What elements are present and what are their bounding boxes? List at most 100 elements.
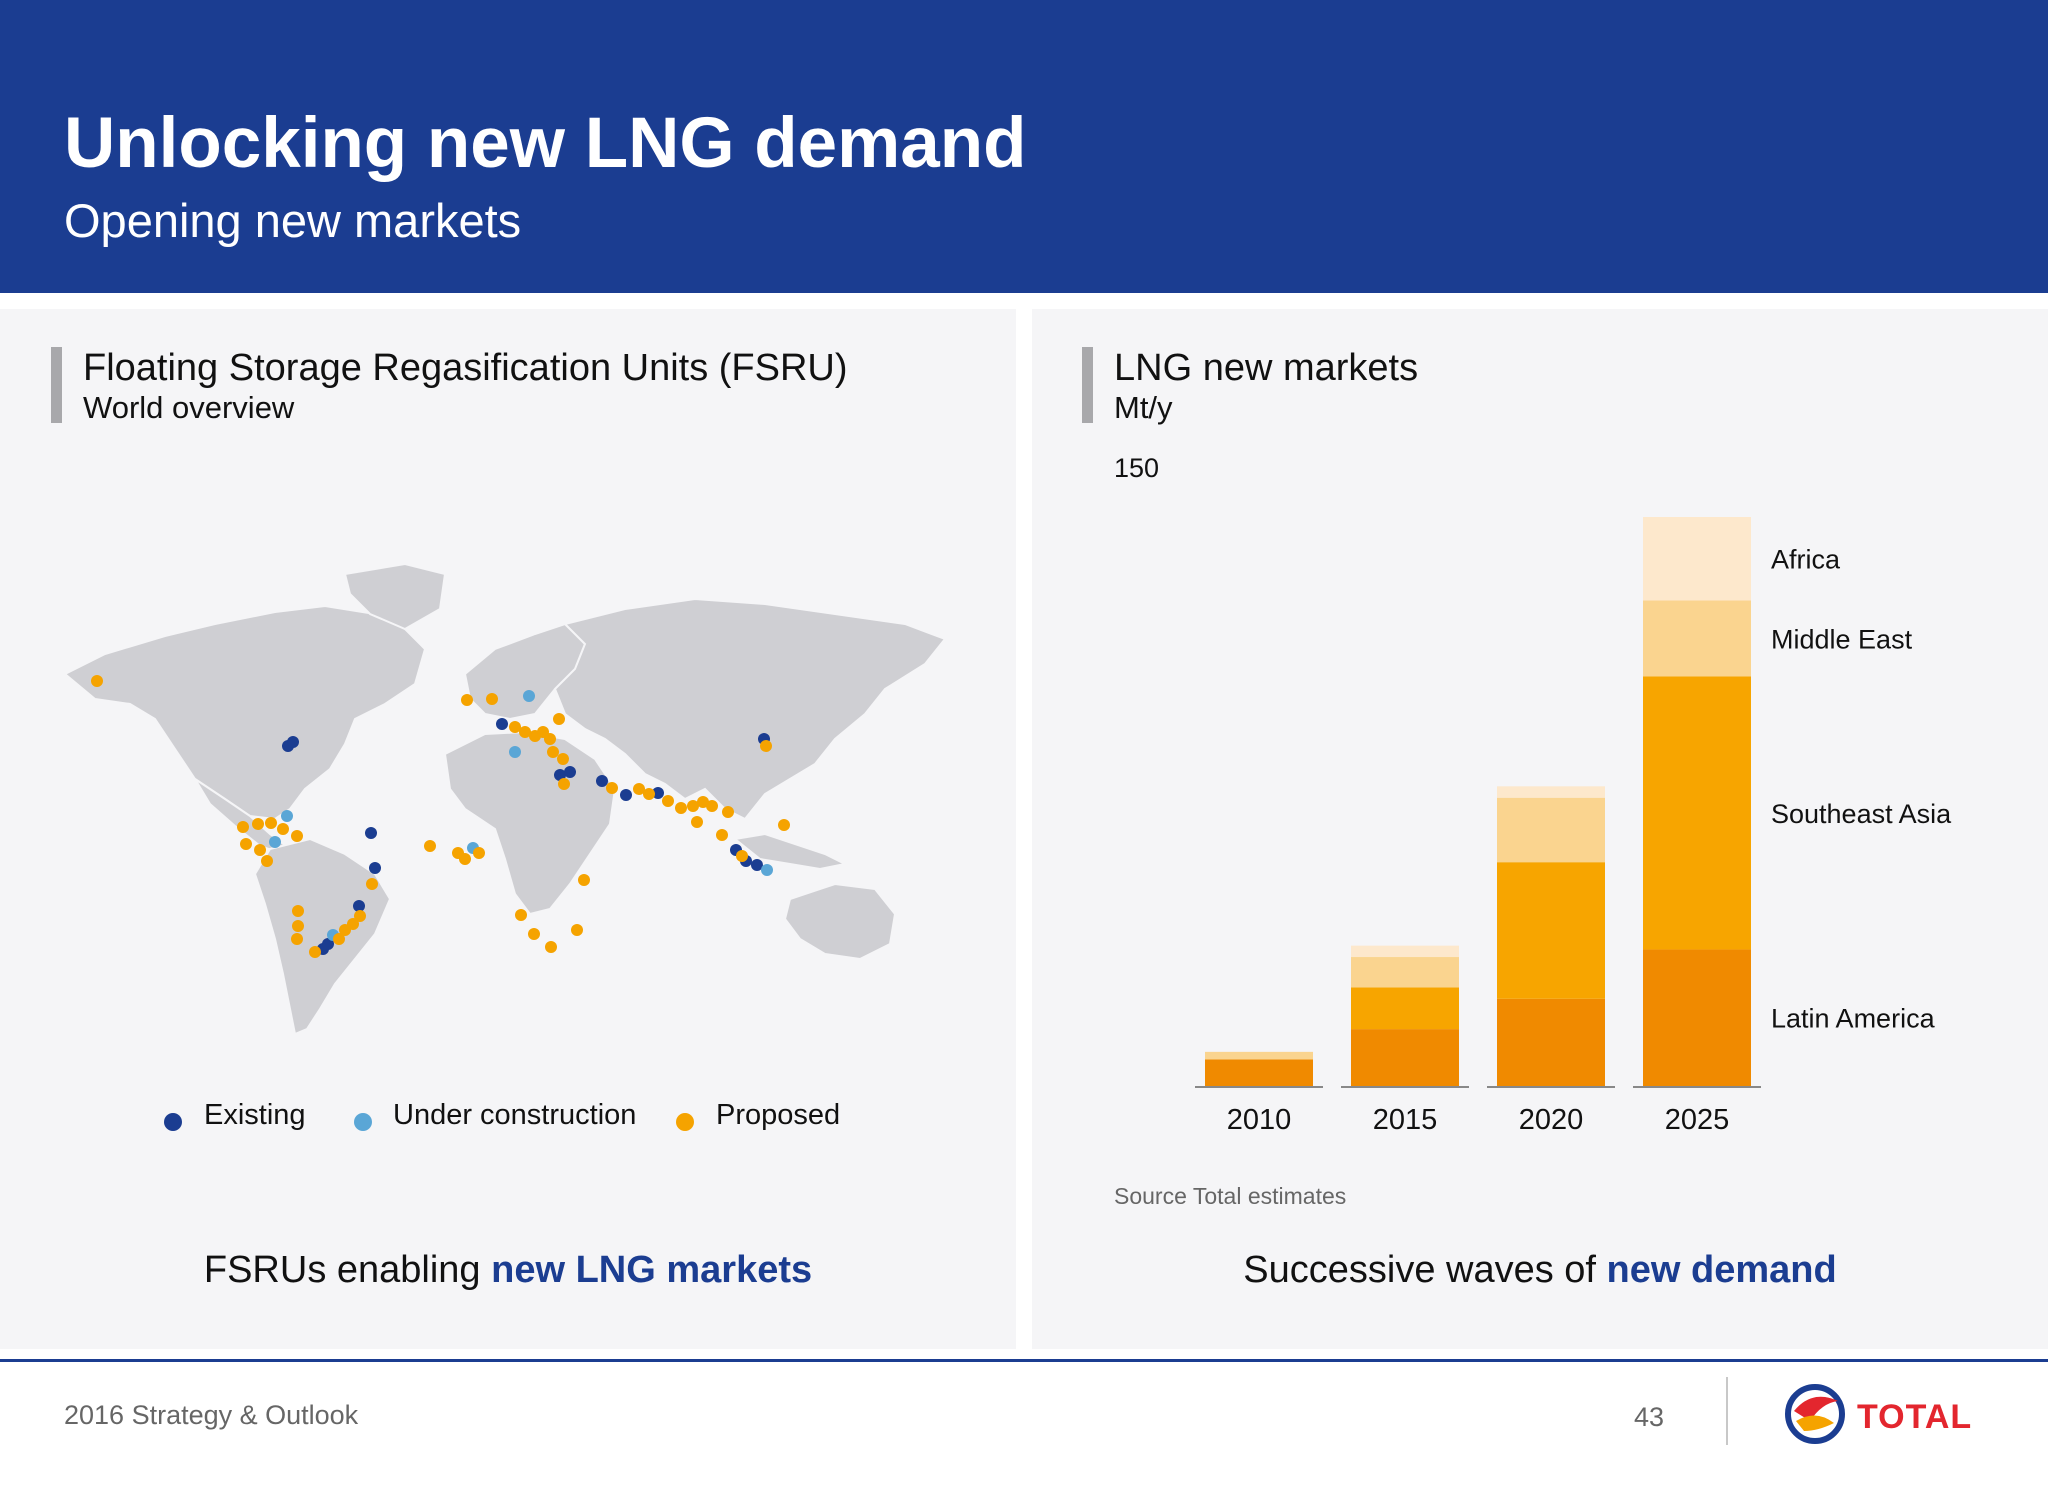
marker-proposed <box>722 806 734 818</box>
marker-existing <box>564 766 576 778</box>
marker-under-construction <box>281 810 293 822</box>
map-asia <box>553 597 947 821</box>
series-label-middle-east: Middle East <box>1771 624 1913 654</box>
marker-proposed <box>544 733 556 745</box>
marker-proposed <box>697 796 709 808</box>
bar-segment-africa-2015 <box>1351 945 1459 958</box>
marker-proposed <box>687 800 699 812</box>
marker-existing <box>365 827 377 839</box>
marker-proposed <box>675 802 687 814</box>
marker-proposed <box>473 847 485 859</box>
marker-proposed <box>291 933 303 945</box>
marker-existing <box>554 769 566 781</box>
x-tick-label: 2025 <box>1665 1104 1730 1136</box>
marker-existing <box>322 938 334 950</box>
marker-proposed <box>528 928 540 940</box>
bar-segment-latin-america-2025 <box>1643 949 1751 1086</box>
map-greenland <box>343 562 447 631</box>
legend-existing-dot <box>164 1113 182 1131</box>
marker-proposed <box>547 746 559 758</box>
fsru-panel-title: Floating Storage Regasification Units (F… <box>83 347 848 389</box>
lng-caption-prefix: Successive waves of <box>1243 1249 1607 1291</box>
marker-proposed <box>515 909 527 921</box>
x-tick-label: 2020 <box>1519 1104 1584 1136</box>
chart-source-note: Source Total estimates <box>1114 1183 1347 1209</box>
marker-proposed <box>254 844 266 856</box>
legend-existing-label: Existing <box>204 1099 306 1131</box>
marker-proposed <box>424 840 436 852</box>
marker-proposed <box>461 694 473 706</box>
marker-proposed <box>486 693 498 705</box>
map-se-asia-islands <box>732 832 849 871</box>
marker-proposed <box>706 800 718 812</box>
marker-proposed <box>240 838 252 850</box>
marker-proposed <box>237 821 249 833</box>
marker-proposed <box>366 878 378 890</box>
marker-existing <box>652 787 664 799</box>
marker-proposed <box>691 816 703 828</box>
marker-proposed <box>252 818 264 830</box>
map-australia <box>783 882 897 961</box>
marker-proposed <box>558 778 570 790</box>
marker-proposed <box>292 920 304 932</box>
marker-proposed <box>339 924 351 936</box>
marker-under-construction <box>509 746 521 758</box>
bar-segment-southeast-asia-2015 <box>1351 987 1459 1030</box>
lng-caption-highlight: new demand <box>1606 1249 1837 1291</box>
page-subtitle: Opening new markets <box>64 194 522 247</box>
marker-proposed <box>633 783 645 795</box>
fsru-caption: FSRUs enabling new LNG markets <box>0 1249 1016 1292</box>
marker-existing <box>620 789 632 801</box>
marker-proposed <box>354 910 366 922</box>
marker-existing <box>287 736 299 748</box>
x-tick-label: 2010 <box>1227 1104 1292 1136</box>
marker-proposed <box>553 713 565 725</box>
marker-proposed <box>571 924 583 936</box>
bar-segment-middle-east-2020 <box>1497 797 1605 863</box>
series-label-africa: Africa <box>1771 545 1841 575</box>
lng-stacked-bar-chart: 150 2010 2015 2020 2025 Latin America Southeas… <box>1114 453 1952 1136</box>
marker-proposed <box>519 726 531 738</box>
lng-caption: Successive waves of new demand <box>1032 1249 2048 1292</box>
total-logo-text: TOTAL <box>1857 1398 1973 1436</box>
marker-proposed <box>643 788 655 800</box>
marker-proposed <box>292 905 304 917</box>
marker-proposed <box>545 941 557 953</box>
bar-segment-latin-america-2010 <box>1205 1059 1313 1086</box>
marker-proposed <box>509 721 521 733</box>
footer-title: 2016 Strategy & Outlook <box>64 1400 359 1430</box>
fsru-markers <box>91 675 790 958</box>
bar-segment-southeast-asia-2025 <box>1643 676 1751 950</box>
lng-panel-unit: Mt/y <box>1114 390 1173 425</box>
panel-accent-bar <box>51 347 62 423</box>
marker-proposed <box>778 819 790 831</box>
marker-proposed <box>578 874 590 886</box>
marker-existing <box>496 718 508 730</box>
legend-proposed-label: Proposed <box>716 1099 841 1131</box>
total-logo-icon <box>1785 1384 1845 1444</box>
marker-existing <box>596 775 608 787</box>
bar-segment-latin-america-2015 <box>1351 1029 1459 1086</box>
marker-proposed <box>606 782 618 794</box>
footer-rule <box>0 1359 2048 1362</box>
marker-under-construction <box>523 690 535 702</box>
fsru-caption-highlight: new LNG markets <box>491 1249 813 1291</box>
panel-accent-bar <box>1082 347 1093 423</box>
x-tick-label: 2015 <box>1373 1104 1438 1136</box>
marker-proposed <box>261 855 273 867</box>
bar-segment-africa-2020 <box>1497 786 1605 798</box>
lng-panel-title: LNG new markets <box>1114 347 1419 389</box>
marker-under-construction <box>761 864 773 876</box>
bar-segment-latin-america-2020 <box>1497 998 1605 1086</box>
series-label-latin-america: Latin America <box>1771 1004 1936 1034</box>
page-number: 43 <box>1634 1402 1665 1432</box>
marker-proposed <box>557 753 569 765</box>
header-banner: Unlocking new LNG demand Opening new mar… <box>0 0 2048 293</box>
marker-existing <box>353 900 365 912</box>
marker-proposed <box>736 850 748 862</box>
marker-proposed <box>760 740 772 752</box>
marker-existing <box>369 862 381 874</box>
fsru-panel-subtitle: World overview <box>83 390 295 425</box>
marker-proposed <box>291 830 303 842</box>
marker-proposed <box>91 675 103 687</box>
